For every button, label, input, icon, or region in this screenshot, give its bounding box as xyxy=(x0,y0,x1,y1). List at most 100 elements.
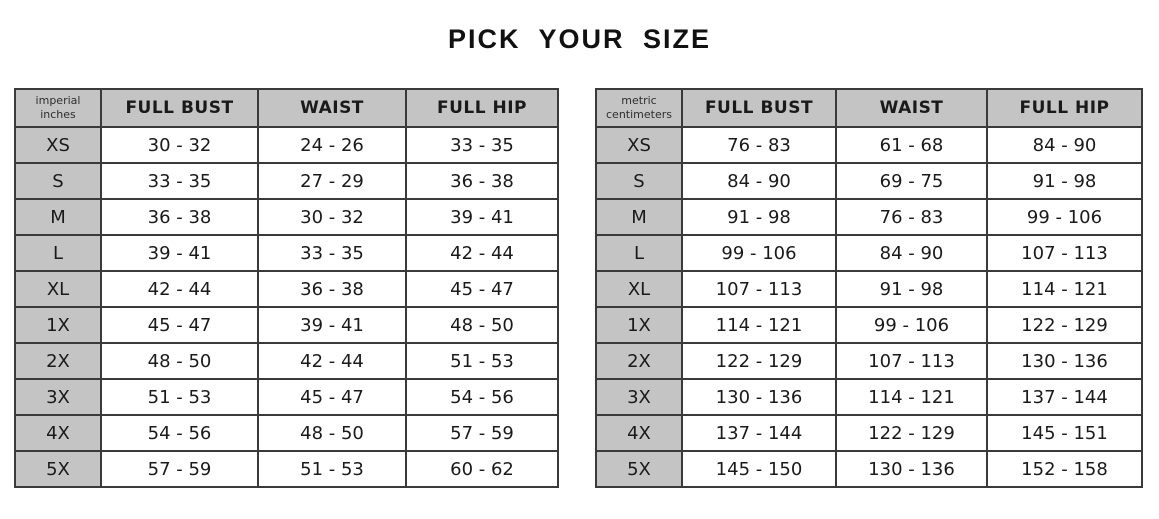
size-row: L 99 - 106 84 - 90 107 - 113 xyxy=(595,234,1143,272)
imperial-header-row: imperial inches FULL BUST WAIST FULL HIP xyxy=(14,88,559,128)
metric-size-table: metric centimeters FULL BUST WAIST FULL … xyxy=(595,88,1143,488)
size-label-cell: 2X xyxy=(14,342,102,380)
full-bust-cell: 48 - 50 xyxy=(100,342,259,380)
size-label-cell: 5X xyxy=(14,450,102,488)
full-hip-cell: 145 - 151 xyxy=(986,414,1143,452)
full-bust-cell: 84 - 90 xyxy=(681,162,837,200)
size-row: S 84 - 90 69 - 75 91 - 98 xyxy=(595,162,1143,200)
size-label-cell: 4X xyxy=(595,414,683,452)
full-hip-cell: 137 - 144 xyxy=(986,378,1143,416)
full-hip-cell: 91 - 98 xyxy=(986,162,1143,200)
size-label-cell: XL xyxy=(595,270,683,308)
full-bust-cell: 137 - 144 xyxy=(681,414,837,452)
metric-unit-label-cell: metric centimeters xyxy=(595,88,683,128)
waist-cell: 51 - 53 xyxy=(257,450,407,488)
size-label-cell: S xyxy=(595,162,683,200)
size-label-cell: M xyxy=(14,198,102,236)
size-label-cell: XS xyxy=(14,126,102,164)
size-row: L 39 - 41 33 - 35 42 - 44 xyxy=(14,234,559,272)
waist-cell: 114 - 121 xyxy=(835,378,988,416)
full-hip-cell: 152 - 158 xyxy=(986,450,1143,488)
size-label-cell: XS xyxy=(595,126,683,164)
full-hip-cell: 57 - 59 xyxy=(405,414,559,452)
waist-cell: 130 - 136 xyxy=(835,450,988,488)
tables-container: imperial inches FULL BUST WAIST FULL HIP… xyxy=(0,88,1159,488)
waist-cell: 30 - 32 xyxy=(257,198,407,236)
full-bust-cell: 107 - 113 xyxy=(681,270,837,308)
full-bust-cell: 54 - 56 xyxy=(100,414,259,452)
full-bust-cell: 39 - 41 xyxy=(100,234,259,272)
size-row: 2X 122 - 129 107 - 113 130 - 136 xyxy=(595,342,1143,380)
full-bust-cell: 33 - 35 xyxy=(100,162,259,200)
size-row: 5X 145 - 150 130 - 136 152 - 158 xyxy=(595,450,1143,488)
full-bust-cell: 42 - 44 xyxy=(100,270,259,308)
size-label-cell: 1X xyxy=(14,306,102,344)
size-row: 2X 48 - 50 42 - 44 51 - 53 xyxy=(14,342,559,380)
imperial-column-header-full-hip: FULL HIP xyxy=(405,88,559,128)
metric-header-row: metric centimeters FULL BUST WAIST FULL … xyxy=(595,88,1143,128)
full-bust-cell: 99 - 106 xyxy=(681,234,837,272)
size-label-cell: L xyxy=(14,234,102,272)
waist-cell: 24 - 26 xyxy=(257,126,407,164)
full-bust-cell: 30 - 32 xyxy=(100,126,259,164)
size-row: M 91 - 98 76 - 83 99 - 106 xyxy=(595,198,1143,236)
waist-cell: 76 - 83 xyxy=(835,198,988,236)
waist-cell: 45 - 47 xyxy=(257,378,407,416)
full-bust-cell: 145 - 150 xyxy=(681,450,837,488)
full-hip-cell: 45 - 47 xyxy=(405,270,559,308)
waist-cell: 122 - 129 xyxy=(835,414,988,452)
full-bust-cell: 57 - 59 xyxy=(100,450,259,488)
size-row: 3X 51 - 53 45 - 47 54 - 56 xyxy=(14,378,559,416)
size-row: 4X 137 - 144 122 - 129 145 - 151 xyxy=(595,414,1143,452)
size-row: 1X 45 - 47 39 - 41 48 - 50 xyxy=(14,306,559,344)
waist-cell: 61 - 68 xyxy=(835,126,988,164)
size-label-cell: S xyxy=(14,162,102,200)
imperial-table-body: XS 30 - 32 24 - 26 33 - 35 S 33 - 35 27 - 29 36… xyxy=(14,126,559,488)
full-hip-cell: 130 - 136 xyxy=(986,342,1143,380)
size-row: XL 42 - 44 36 - 38 45 - 47 xyxy=(14,270,559,308)
full-hip-cell: 48 - 50 xyxy=(405,306,559,344)
size-row: 5X 57 - 59 51 - 53 60 - 62 xyxy=(14,450,559,488)
size-label-cell: 1X xyxy=(595,306,683,344)
full-bust-cell: 122 - 129 xyxy=(681,342,837,380)
size-label-cell: 3X xyxy=(595,378,683,416)
waist-cell: 84 - 90 xyxy=(835,234,988,272)
metric-table-body: XS 76 - 83 61 - 68 84 - 90 S 84 - 90 69 - 75 91… xyxy=(595,126,1143,488)
full-bust-cell: 91 - 98 xyxy=(681,198,837,236)
size-label-cell: L xyxy=(595,234,683,272)
full-hip-cell: 42 - 44 xyxy=(405,234,559,272)
full-hip-cell: 39 - 41 xyxy=(405,198,559,236)
waist-cell: 27 - 29 xyxy=(257,162,407,200)
size-row: M 36 - 38 30 - 32 39 - 41 xyxy=(14,198,559,236)
size-row: XS 76 - 83 61 - 68 84 - 90 xyxy=(595,126,1143,164)
imperial-size-table: imperial inches FULL BUST WAIST FULL HIP… xyxy=(14,88,559,488)
full-bust-cell: 130 - 136 xyxy=(681,378,837,416)
waist-cell: 36 - 38 xyxy=(257,270,407,308)
imperial-unit-line-1: imperial xyxy=(35,94,81,108)
metric-column-header-full-bust: FULL BUST xyxy=(681,88,837,128)
full-bust-cell: 51 - 53 xyxy=(100,378,259,416)
full-bust-cell: 36 - 38 xyxy=(100,198,259,236)
size-label-cell: M xyxy=(595,198,683,236)
metric-column-header-waist: WAIST xyxy=(835,88,988,128)
waist-cell: 48 - 50 xyxy=(257,414,407,452)
full-bust-cell: 76 - 83 xyxy=(681,126,837,164)
imperial-column-header-waist: WAIST xyxy=(257,88,407,128)
waist-cell: 39 - 41 xyxy=(257,306,407,344)
size-label-cell: 3X xyxy=(14,378,102,416)
full-bust-cell: 45 - 47 xyxy=(100,306,259,344)
size-row: S 33 - 35 27 - 29 36 - 38 xyxy=(14,162,559,200)
full-hip-cell: 51 - 53 xyxy=(405,342,559,380)
full-hip-cell: 114 - 121 xyxy=(986,270,1143,308)
full-bust-cell: 114 - 121 xyxy=(681,306,837,344)
metric-column-header-full-hip: FULL HIP xyxy=(986,88,1143,128)
waist-cell: 69 - 75 xyxy=(835,162,988,200)
size-row: XS 30 - 32 24 - 26 33 - 35 xyxy=(14,126,559,164)
page-title: PICK YOUR SIZE xyxy=(447,24,712,54)
size-label-cell: XL xyxy=(14,270,102,308)
full-hip-cell: 107 - 113 xyxy=(986,234,1143,272)
full-hip-cell: 33 - 35 xyxy=(405,126,559,164)
size-row: 1X 114 - 121 99 - 106 122 - 129 xyxy=(595,306,1143,344)
size-row: 4X 54 - 56 48 - 50 57 - 59 xyxy=(14,414,559,452)
